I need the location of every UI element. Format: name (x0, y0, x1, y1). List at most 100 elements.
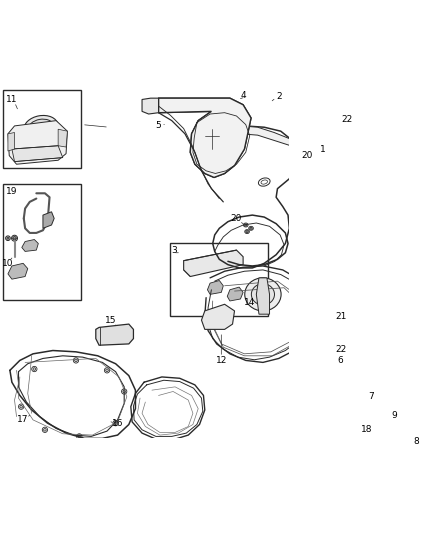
Ellipse shape (346, 424, 351, 428)
Polygon shape (159, 98, 251, 177)
Ellipse shape (46, 146, 49, 149)
Ellipse shape (44, 429, 46, 431)
Polygon shape (8, 263, 28, 279)
Ellipse shape (323, 344, 325, 346)
Text: 10: 10 (2, 259, 14, 268)
Ellipse shape (6, 236, 10, 240)
Polygon shape (201, 304, 234, 329)
Ellipse shape (28, 119, 53, 135)
Text: 5: 5 (155, 122, 162, 131)
Polygon shape (22, 239, 38, 252)
Polygon shape (322, 156, 332, 323)
Polygon shape (184, 250, 243, 277)
Ellipse shape (245, 230, 249, 233)
Polygon shape (8, 133, 14, 151)
Ellipse shape (297, 168, 300, 171)
Ellipse shape (295, 163, 299, 166)
Ellipse shape (244, 224, 247, 226)
Text: 4: 4 (240, 91, 246, 100)
Text: 7: 7 (369, 392, 374, 401)
Ellipse shape (249, 227, 253, 230)
Ellipse shape (328, 134, 335, 141)
Ellipse shape (114, 422, 117, 424)
Text: 19: 19 (6, 188, 18, 197)
Ellipse shape (245, 278, 281, 311)
Bar (4, 90, 81, 167)
Ellipse shape (244, 223, 248, 227)
Ellipse shape (32, 366, 37, 372)
Polygon shape (43, 212, 54, 228)
Text: 11: 11 (6, 95, 18, 104)
Ellipse shape (20, 406, 22, 408)
Ellipse shape (35, 126, 47, 136)
Text: 15: 15 (105, 316, 117, 325)
Polygon shape (96, 324, 134, 345)
Text: 8: 8 (413, 437, 419, 446)
Ellipse shape (297, 168, 300, 171)
Ellipse shape (77, 434, 82, 439)
Bar (4, 184, 81, 300)
Text: 17: 17 (18, 415, 29, 424)
Text: 16: 16 (112, 419, 124, 427)
Text: 9: 9 (391, 411, 397, 420)
Ellipse shape (402, 434, 406, 439)
Polygon shape (256, 278, 269, 314)
Ellipse shape (113, 421, 118, 426)
Text: 14: 14 (244, 298, 256, 308)
Ellipse shape (73, 358, 78, 363)
Ellipse shape (250, 227, 252, 229)
Text: 22: 22 (341, 115, 352, 124)
Polygon shape (208, 280, 223, 294)
Text: 20: 20 (301, 151, 313, 160)
Text: 22: 22 (336, 345, 347, 354)
Ellipse shape (209, 136, 214, 142)
Ellipse shape (251, 284, 275, 305)
Text: 20: 20 (231, 214, 242, 223)
Ellipse shape (219, 124, 233, 134)
Ellipse shape (123, 390, 126, 393)
Ellipse shape (207, 133, 216, 145)
Ellipse shape (296, 164, 298, 165)
Ellipse shape (327, 349, 331, 352)
Ellipse shape (381, 414, 383, 416)
Ellipse shape (13, 237, 16, 240)
Ellipse shape (257, 289, 269, 300)
Ellipse shape (74, 359, 77, 362)
Ellipse shape (42, 427, 48, 432)
Ellipse shape (7, 237, 9, 239)
Ellipse shape (33, 368, 35, 370)
Text: 6: 6 (337, 356, 343, 365)
Text: 18: 18 (361, 425, 372, 434)
Ellipse shape (11, 235, 18, 241)
Polygon shape (8, 120, 67, 164)
Text: 12: 12 (215, 356, 227, 365)
Ellipse shape (78, 435, 81, 438)
Ellipse shape (330, 136, 333, 140)
Ellipse shape (321, 343, 326, 347)
Polygon shape (227, 287, 243, 301)
Ellipse shape (104, 368, 110, 373)
Polygon shape (58, 129, 67, 147)
Text: 3: 3 (172, 246, 177, 255)
Polygon shape (12, 146, 63, 161)
Ellipse shape (380, 413, 384, 417)
Text: 1: 1 (319, 144, 325, 154)
Ellipse shape (101, 341, 104, 344)
Ellipse shape (122, 389, 127, 394)
Ellipse shape (24, 116, 58, 139)
Ellipse shape (223, 126, 230, 132)
Bar (170, 244, 268, 316)
Ellipse shape (356, 394, 360, 399)
Ellipse shape (300, 165, 304, 168)
Text: 2: 2 (276, 92, 282, 101)
Ellipse shape (328, 350, 330, 351)
Ellipse shape (18, 151, 21, 154)
Ellipse shape (57, 151, 60, 154)
Polygon shape (294, 324, 325, 370)
Text: 21: 21 (336, 312, 347, 321)
Polygon shape (228, 126, 291, 146)
Ellipse shape (18, 404, 24, 409)
Ellipse shape (357, 395, 359, 398)
Ellipse shape (246, 231, 248, 232)
Ellipse shape (302, 166, 304, 168)
